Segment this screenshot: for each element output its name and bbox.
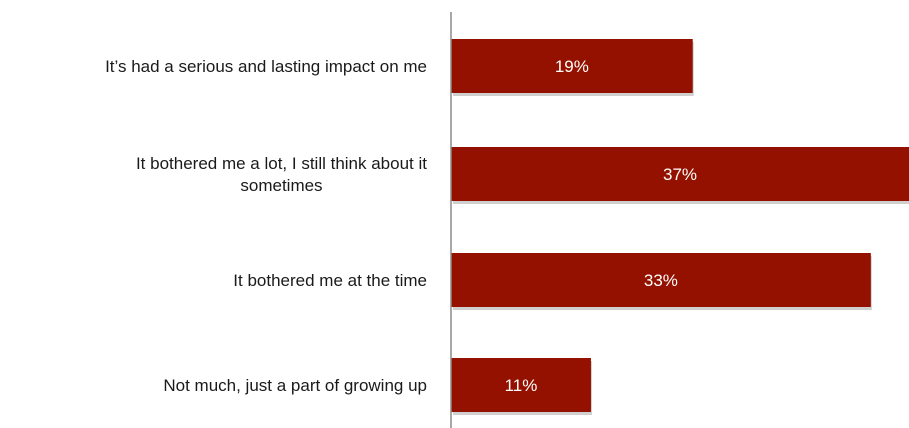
bar <box>451 253 871 307</box>
bar <box>451 39 693 93</box>
bar-value-label: 19% <box>555 57 589 76</box>
bars-layer: 19% 37% 33% 11% <box>451 39 909 415</box>
category-label: It bothered me at the time <box>233 271 427 290</box>
category-label: Not much, just a part of growing up <box>163 376 427 395</box>
bar <box>451 147 909 201</box>
category-label: It bothered me a lot, I still think abou… <box>136 154 427 195</box>
bar-value-label: 33% <box>644 271 678 290</box>
bar <box>451 358 591 412</box>
category-labels-layer: It’s had a serious and lasting impact on… <box>105 57 427 395</box>
category-label: It’s had a serious and lasting impact on… <box>105 57 427 76</box>
bar-value-label: 11% <box>505 376 538 395</box>
bar-value-label: 37% <box>663 165 697 184</box>
